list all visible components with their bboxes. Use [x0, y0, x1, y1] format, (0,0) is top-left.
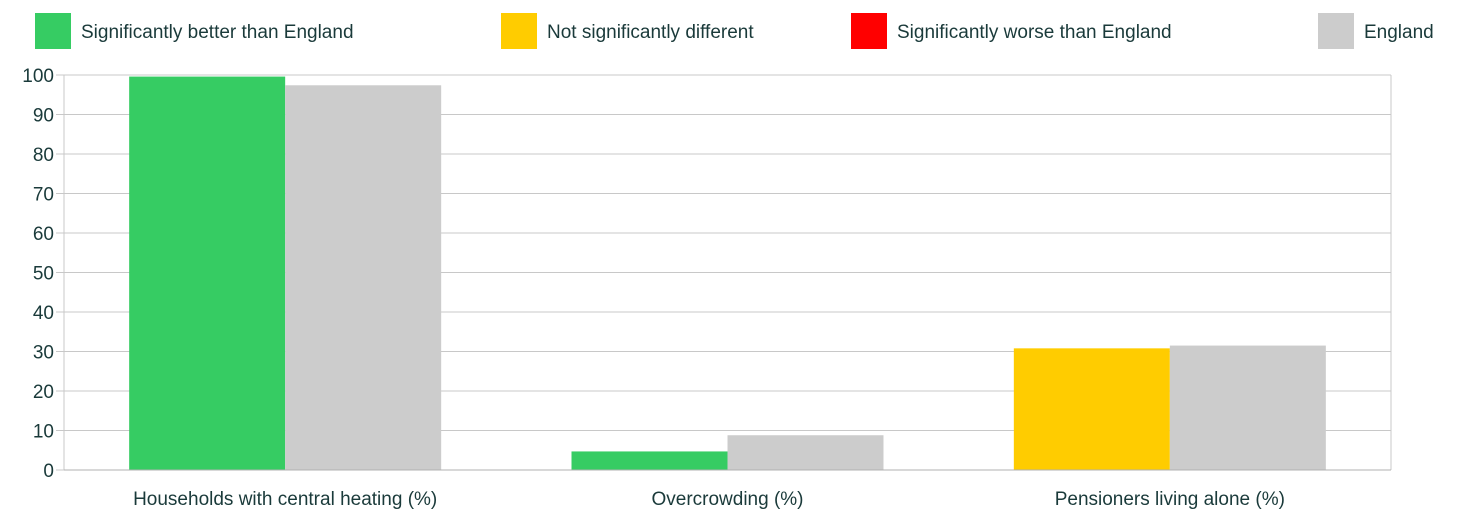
legend: Significantly better than England Not sig…	[35, 13, 1434, 49]
legend-item: Significantly better than England	[35, 13, 354, 49]
y-tick-label: 70	[33, 185, 54, 206]
legend-swatch	[35, 13, 71, 49]
legend-item: England	[1318, 13, 1434, 49]
bar-england	[727, 435, 884, 470]
legend-item: Significantly worse than England	[851, 13, 1172, 49]
bar-area	[571, 451, 728, 470]
x-category-label: Households with central heating (%)	[133, 489, 437, 510]
y-tick-label: 30	[33, 343, 54, 364]
y-tick-label: 90	[33, 106, 54, 127]
bars	[129, 76, 1326, 471]
legend-swatch	[501, 13, 537, 49]
x-category-label: Overcrowding (%)	[651, 489, 803, 510]
legend-label: Significantly worse than England	[897, 22, 1172, 43]
legend-label: Significantly better than England	[81, 22, 354, 43]
bar-england	[1169, 345, 1326, 470]
axes: 0 10 20 30 40 50 60 70 80 90 100 Households with ce…	[22, 66, 1391, 510]
y-tick-label: 50	[33, 264, 54, 285]
legend-swatch	[851, 13, 887, 49]
legend-label: Not significantly different	[547, 22, 754, 43]
x-category-label: Pensioners living alone (%)	[1055, 489, 1285, 510]
legend-swatch	[1318, 13, 1354, 49]
legend-item: Not significantly different	[501, 13, 754, 49]
legend-label: England	[1364, 22, 1434, 43]
bar-area	[1013, 348, 1170, 470]
y-tick-label: 40	[33, 303, 54, 324]
bar-england	[285, 85, 442, 471]
y-tick-label: 20	[33, 382, 54, 403]
y-tick-label: 100	[22, 66, 54, 87]
y-tick-label: 80	[33, 145, 54, 166]
bar-area	[129, 76, 286, 470]
y-tick-label: 0	[43, 461, 54, 482]
y-tick-label: 60	[33, 224, 54, 245]
y-tick-label: 10	[33, 422, 54, 443]
